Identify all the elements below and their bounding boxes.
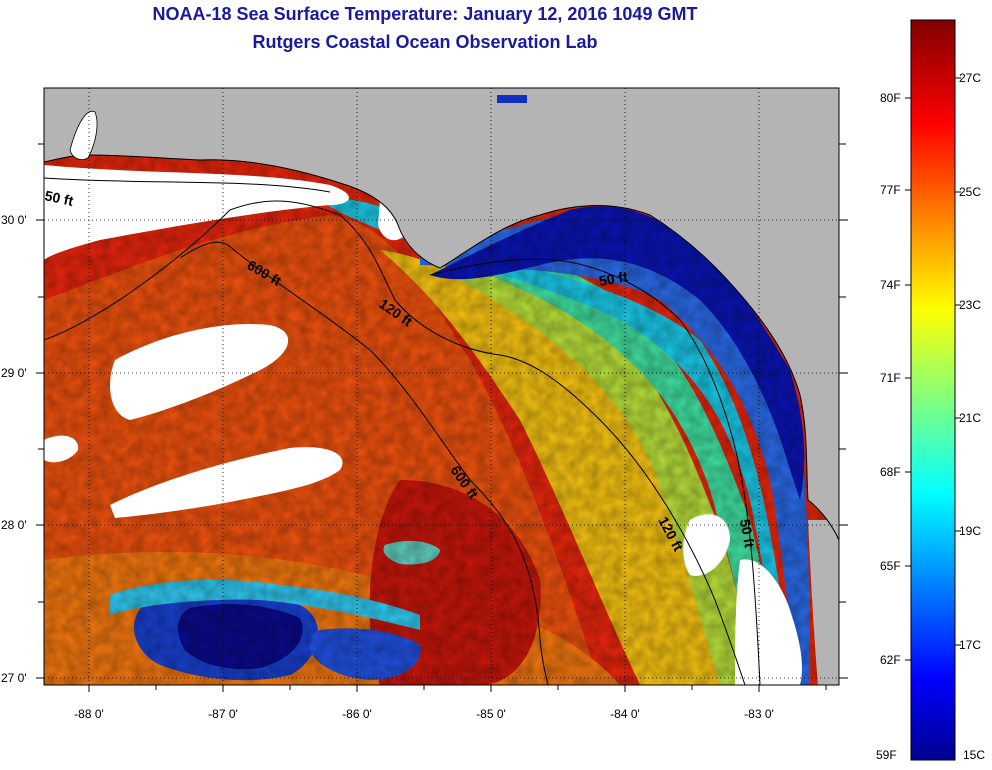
contour-label-50ft-east: 50 ft: [598, 268, 629, 289]
colorbar-f-labels: 80F 77F 74F 71F 68F 65F 62F 59F: [870, 0, 910, 770]
cb-label-c: 19C: [959, 524, 982, 538]
land-mass: [44, 88, 839, 540]
contour-50ft-west: [44, 177, 331, 193]
map-plot-area: [44, 88, 839, 685]
cloud-mask-1: [110, 324, 289, 420]
lon-label: -88 0': [74, 707, 104, 721]
colorbar-ticks: [905, 77, 961, 661]
map-frame: [43, 87, 840, 686]
land-peninsula-south: [808, 520, 839, 685]
sst-artifact: [497, 95, 527, 103]
cb-label-c: 23C: [959, 298, 982, 312]
cb-label-f: 71F: [880, 371, 901, 385]
cloud-mask-3: [44, 435, 79, 463]
sst-map: -88 0' -87 0' -86 0' -85 0' -84 0' -83 0…: [1, 87, 848, 721]
cb-label-f: 59F: [876, 748, 897, 762]
tick-marks: [36, 143, 848, 692]
temperature-colorbar: [905, 19, 961, 761]
cb-label-f: 68F: [880, 465, 901, 479]
cloud-mask-southeast: [735, 559, 802, 685]
map-subtitle: Rutgers Coastal Ocean Observation Lab: [252, 32, 598, 52]
lon-label: -85 0': [476, 707, 506, 721]
colorbar-gradient: [910, 19, 956, 761]
colorbar-c-labels: 27C 25C 23C 21C 19C 17C 15C: [955, 0, 992, 770]
lon-label: -87 0': [208, 707, 238, 721]
lat-label: 28 0': [1, 518, 27, 532]
cb-label-c: 15C: [963, 748, 986, 762]
bay-inlet: [69, 110, 98, 160]
lat-label: 27 0': [1, 671, 27, 685]
coastline: [44, 154, 839, 541]
gridlines: [44, 88, 839, 685]
cb-label-c: 21C: [959, 411, 982, 425]
lat-label: 30 0': [1, 213, 27, 227]
cloud-mask-5: [683, 514, 730, 576]
contour-120ft: [44, 200, 746, 685]
lon-label: -83 0': [744, 707, 774, 721]
lon-label: -84 0': [610, 707, 640, 721]
cb-label-f: 65F: [880, 559, 901, 573]
cb-label-f: 77F: [880, 183, 901, 197]
contour-600ft: [179, 241, 549, 685]
map-title: NOAA-18 Sea Surface Temperature: January…: [152, 4, 698, 24]
cb-label-f: 80F: [880, 91, 901, 105]
lon-label: -86 0': [342, 707, 372, 721]
cb-label-c: 27C: [959, 71, 982, 85]
contour-50ft-east: [429, 258, 761, 685]
contour-label-50ft-west: 50 ft: [43, 187, 75, 209]
cloud-mask-2: [110, 447, 343, 518]
cb-label-f: 74F: [880, 278, 901, 292]
contour-label-50ft-south: 50 ft: [737, 518, 758, 549]
lat-label: 29 0': [1, 366, 27, 380]
cb-label-c: 25C: [959, 185, 982, 199]
cb-label-f: 62F: [880, 653, 901, 667]
cb-label-c: 17C: [959, 638, 982, 652]
cloud-mask-coast-west: [44, 165, 349, 260]
